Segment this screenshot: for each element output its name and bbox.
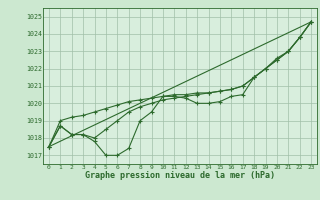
- X-axis label: Graphe pression niveau de la mer (hPa): Graphe pression niveau de la mer (hPa): [85, 171, 275, 180]
